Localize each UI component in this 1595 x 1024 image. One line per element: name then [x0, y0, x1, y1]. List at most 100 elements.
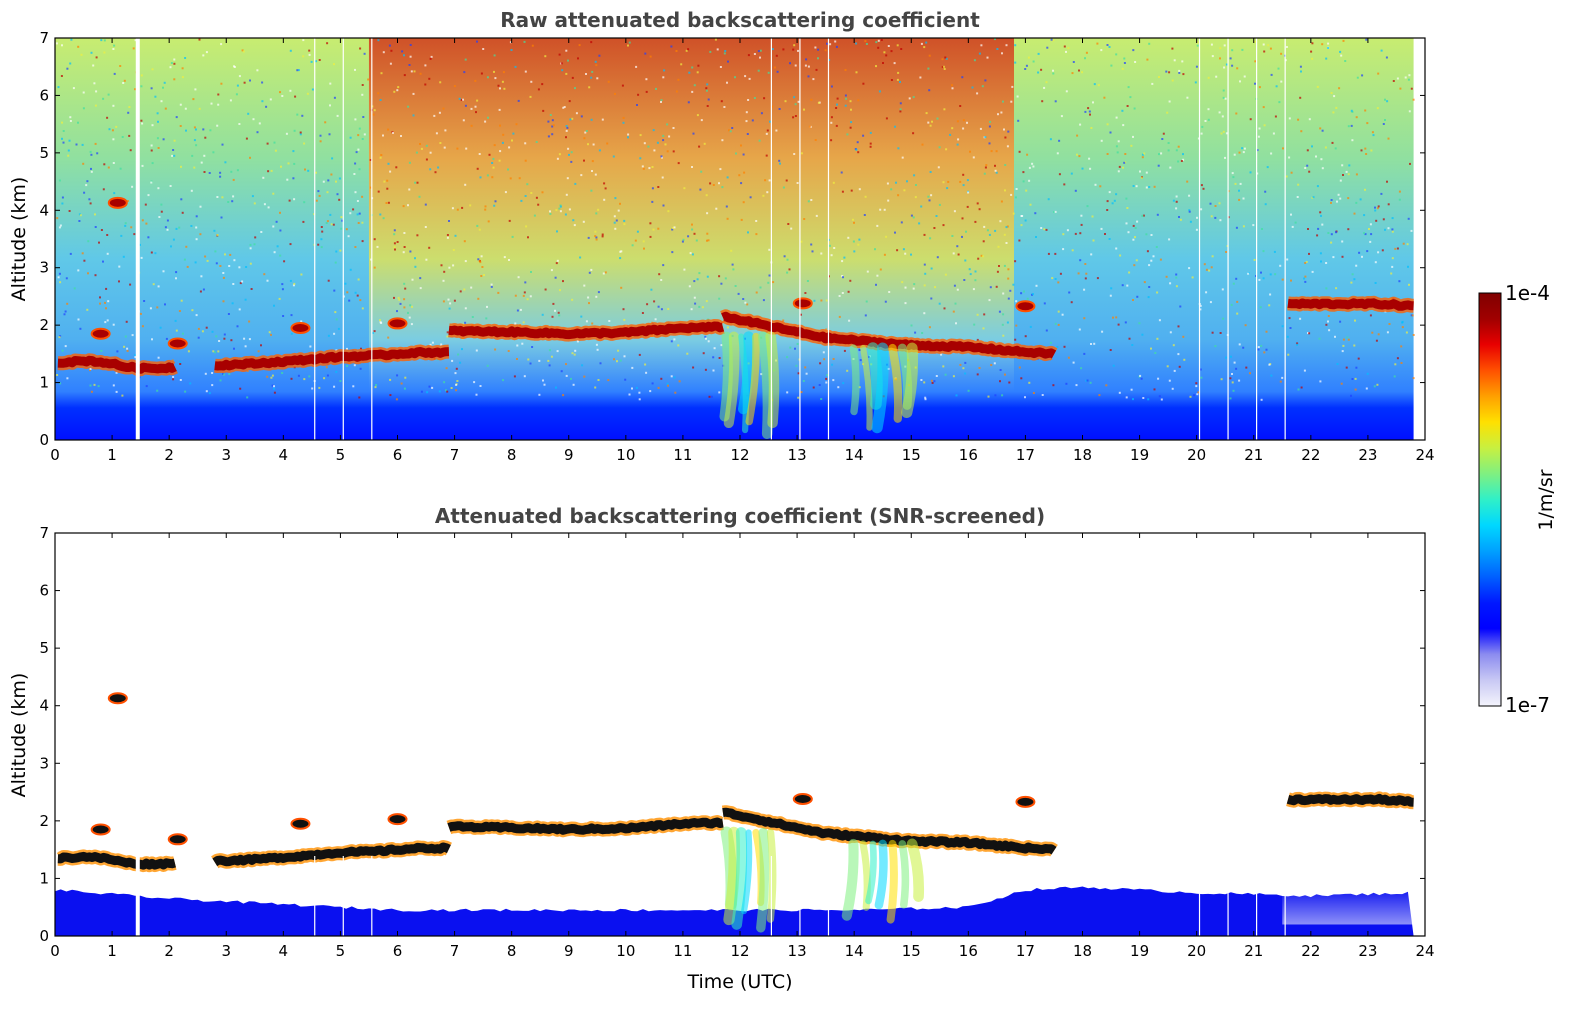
isolated-cloud — [107, 196, 128, 209]
y-tick-label: 5 — [39, 639, 49, 657]
fallstreak — [745, 332, 760, 426]
isolated-cloud — [90, 327, 111, 340]
x-tick-label: 12 — [730, 942, 749, 960]
panel-screened-xlabel: Time (UTC) — [686, 971, 792, 993]
x-tick-label: 9 — [564, 446, 574, 464]
x-tick-label: 20 — [1187, 942, 1206, 960]
x-tick-label: 6 — [393, 942, 403, 960]
panel-screened-ylabel: Altitude (km) — [8, 673, 30, 798]
y-tick-label: 1 — [39, 374, 49, 392]
fallstreak — [906, 838, 925, 902]
x-tick-label: 12 — [730, 446, 749, 464]
cloud-layer — [213, 347, 451, 371]
fallstreak — [849, 344, 860, 416]
x-tick-label: 11 — [673, 446, 692, 464]
isolated-cloud — [1015, 795, 1036, 808]
fallstreak — [723, 826, 741, 926]
x-tick-label: 8 — [507, 446, 517, 464]
x-tick-label: 23 — [1358, 446, 1377, 464]
x-tick-label: 21 — [1244, 942, 1263, 960]
fallstreak — [865, 840, 877, 905]
isolated-cloud — [387, 317, 408, 330]
fallstreak — [719, 331, 733, 422]
aerosol-fade — [1282, 887, 1414, 925]
x-tick-label: 3 — [221, 446, 231, 464]
x-tick-label: 20 — [1187, 446, 1206, 464]
x-tick-label: 24 — [1415, 446, 1434, 464]
x-tick-label: 5 — [336, 446, 346, 464]
fallstreak — [860, 345, 873, 431]
x-tick-label: 7 — [450, 942, 460, 960]
isolated-cloud — [290, 817, 311, 830]
x-tick-label: 15 — [902, 446, 921, 464]
fallstreak — [871, 342, 889, 434]
x-tick-label: 21 — [1244, 446, 1263, 464]
fallstreak — [886, 839, 898, 924]
isolated-cloud — [167, 833, 188, 846]
y-tick-label: 0 — [39, 431, 49, 449]
fallstreak — [741, 829, 753, 915]
y-tick-label: 2 — [39, 316, 49, 334]
panel-raw-title: Raw attenuated backscattering coefficien… — [500, 8, 980, 32]
cloud-layer — [56, 851, 177, 870]
isolated-cloud — [387, 813, 408, 826]
x-tick-label: 23 — [1358, 942, 1377, 960]
cloud-layer — [721, 807, 1057, 855]
x-tick-label: 6 — [393, 446, 403, 464]
colorbar-max-label: 1e-4 — [1505, 281, 1550, 305]
fallstreak — [841, 838, 859, 921]
panel-screened: Attenuated backscattering coefficient (S… — [8, 504, 1435, 993]
x-tick-label: 8 — [507, 942, 517, 960]
cloud-layer — [212, 842, 451, 867]
y-tick-label: 3 — [39, 754, 49, 772]
x-tick-label: 17 — [1016, 446, 1035, 464]
x-tick-label: 11 — [673, 942, 692, 960]
cloud-layer — [447, 321, 725, 340]
x-tick-label: 19 — [1130, 446, 1149, 464]
y-tick-label: 2 — [39, 812, 49, 830]
x-tick-label: 16 — [959, 446, 978, 464]
x-tick-label: 5 — [336, 942, 346, 960]
isolated-cloud — [90, 823, 111, 836]
cloud-layer — [721, 311, 1057, 359]
panel-raw-image — [53, 38, 1418, 440]
colorbar-bar — [1478, 292, 1502, 707]
y-tick-label: 1 — [39, 869, 49, 887]
x-tick-label: 2 — [164, 942, 174, 960]
y-tick-label: 3 — [39, 259, 49, 277]
x-tick-label: 1 — [107, 942, 117, 960]
x-tick-label: 14 — [845, 446, 864, 464]
x-tick-label: 1 — [107, 446, 117, 464]
x-tick-label: 18 — [1073, 942, 1092, 960]
x-tick-label: 24 — [1415, 942, 1434, 960]
y-tick-label: 7 — [39, 29, 49, 47]
isolated-cloud — [290, 322, 311, 335]
isolated-cloud — [167, 337, 188, 350]
cloud-layer — [1286, 298, 1416, 311]
panel-screened-axes: 0 1 2 3 4 5 6 7 8 9 10 11 12 13 14 15 16 17 18 19 20 21 22 23 24… — [39, 524, 1434, 960]
colorbar-unit-label: 1/m/sr — [1535, 469, 1557, 530]
colorbar-min-label: 1e-7 — [1505, 693, 1550, 717]
x-tick-label: 4 — [279, 446, 289, 464]
fallstreak — [731, 827, 748, 930]
panel-raw-ylabel: Altitude (km) — [8, 177, 30, 302]
colorbar: 1e-4 1e-7 1/m/sr — [1478, 281, 1557, 717]
fallstreak — [901, 342, 919, 419]
x-tick-label: 13 — [788, 446, 807, 464]
x-tick-label: 13 — [788, 942, 807, 960]
x-tick-label: 19 — [1130, 942, 1149, 960]
fallstreak — [888, 343, 903, 423]
x-tick-label: 3 — [221, 942, 231, 960]
x-tick-label: 18 — [1073, 446, 1092, 464]
x-tick-label: 10 — [616, 446, 635, 464]
x-tick-label: 0 — [50, 446, 60, 464]
x-tick-label: 4 — [279, 942, 289, 960]
y-tick-label: 7 — [39, 524, 49, 542]
x-tick-label: 17 — [1016, 942, 1035, 960]
isolated-cloud — [792, 792, 813, 805]
panel-screened-image — [53, 692, 1418, 936]
x-tick-label: 15 — [902, 942, 921, 960]
isolated-cloud — [792, 297, 813, 310]
cloud-layer — [447, 817, 725, 835]
